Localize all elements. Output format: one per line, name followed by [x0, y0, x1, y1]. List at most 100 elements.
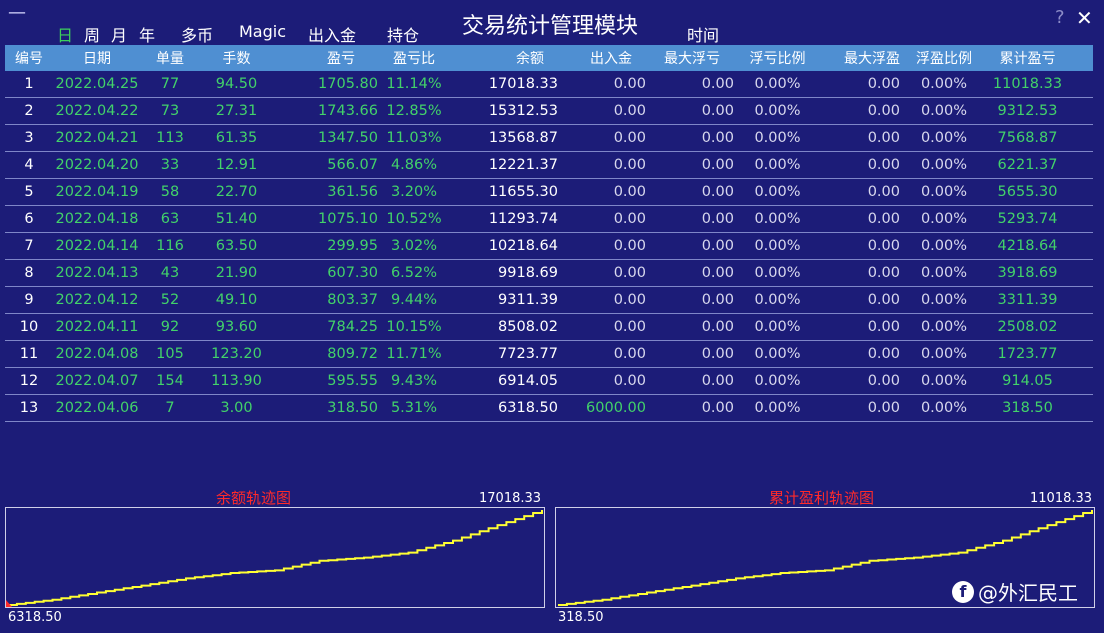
profit-chart — [555, 507, 1095, 608]
table-cell: 94.50 — [215, 76, 258, 92]
table-cell: 0.00 — [867, 76, 900, 92]
table-cell: 13 — [19, 400, 39, 416]
table-cell: 9.44% — [390, 292, 438, 308]
table-cell: 0.00% — [754, 265, 801, 281]
profit-chart-plot — [558, 510, 1093, 606]
table-cell: 0.00% — [754, 211, 801, 227]
column-header[interactable]: 最大浮亏 — [664, 51, 720, 67]
table-cell: 2022.04.20 — [55, 157, 139, 173]
column-header[interactable]: 累计盈亏 — [999, 51, 1056, 67]
table-cell: 0.00% — [754, 76, 801, 92]
balance-chart-min: 6318.50 — [8, 610, 62, 625]
tab-day[interactable]: 日 — [57, 26, 74, 45]
table-cell: 0.00 — [613, 346, 646, 362]
table-cell: 3918.69 — [997, 265, 1058, 281]
table-row[interactable]: 1 2022.04.25 77 94.50 1705.80 11.14% 17018.33 0… — [5, 71, 1093, 98]
tab-magic[interactable]: Magic — [239, 22, 287, 41]
table-cell: 11293.74 — [488, 211, 558, 227]
table-cell: 8508.02 — [498, 319, 558, 335]
table-cell: 43 — [160, 265, 180, 281]
table-row[interactable]: 9 2022.04.12 52 49.10 803.37 9.44% 9311.39 0.00… — [5, 287, 1093, 314]
table-row[interactable]: 10 2022.04.11 92 93.60 784.25 10.15% 8508.02 0.… — [5, 314, 1093, 341]
table-row[interactable]: 11 2022.04.08 105 123.20 809.72 11.71% 7723.77… — [5, 341, 1093, 368]
table-cell: 318.50 — [1002, 400, 1053, 416]
table-row[interactable]: 4 2022.04.20 33 12.91 566.07 4.86% 12221.37 0.0… — [5, 152, 1093, 179]
table-cell: 0.00 — [867, 184, 900, 200]
table-cell: 2022.04.11 — [55, 319, 139, 335]
tab-positions[interactable]: 持仓 — [387, 26, 420, 45]
table-cell: 0.00 — [867, 292, 900, 308]
table-cell: 0.00% — [754, 319, 801, 335]
tab-month[interactable]: 月 — [111, 26, 128, 45]
time-filter[interactable]: 时间 — [687, 26, 720, 45]
balance-chart — [5, 507, 545, 608]
table-row[interactable]: 12 2022.04.07 154 113.90 595.55 9.43% 6914.05 0… — [5, 368, 1093, 395]
table-row[interactable]: 2 2022.04.22 73 27.31 1743.66 12.85% 15312.53 0… — [5, 98, 1093, 125]
table-cell: 2022.04.18 — [55, 211, 139, 227]
table-cell: 0.00 — [701, 238, 734, 254]
table-row[interactable]: 5 2022.04.19 58 22.70 361.56 3.20% 11655.30 0.0… — [5, 179, 1093, 206]
table-cell: 6914.05 — [498, 373, 558, 389]
table-cell: 0.00% — [754, 400, 801, 416]
table-cell: 17018.33 — [488, 76, 558, 92]
help-icon[interactable]: ? — [1055, 7, 1065, 28]
column-header[interactable]: 手数 — [222, 51, 251, 67]
table-cell: 12 — [19, 373, 39, 389]
table-row[interactable]: 3 2022.04.21 113 61.35 1347.50 11.03% 13568.87… — [5, 125, 1093, 152]
close-icon[interactable]: ✕ — [1076, 6, 1093, 30]
table-row[interactable]: 7 2022.04.14 116 63.50 299.95 3.02% 10218.64 0.… — [5, 233, 1093, 260]
table-cell: 0.00 — [701, 157, 734, 173]
column-header[interactable]: 编号 — [15, 51, 43, 67]
table-row[interactable]: 13 2022.04.06 7 3.00 318.50 5.31% 6318.50 6000.… — [5, 395, 1093, 422]
table-cell: 299.95 — [327, 238, 378, 254]
table-cell: 2022.04.19 — [55, 184, 139, 200]
table-cell: 8 — [24, 265, 34, 281]
column-header[interactable]: 浮盈比例 — [916, 51, 972, 67]
tab-week[interactable]: 周 — [84, 26, 101, 45]
column-header[interactable]: 最大浮盈 — [844, 51, 900, 67]
table-cell: 61.35 — [215, 130, 258, 146]
tab-deposit-withdrawal[interactable]: 出入金 — [308, 26, 357, 45]
table-cell: 0.00% — [920, 238, 968, 254]
balance-chart-plot — [6, 510, 543, 607]
column-header[interactable]: 浮亏比例 — [749, 51, 806, 67]
table-cell: 7 — [24, 238, 34, 254]
minimize-button[interactable]: — — [8, 2, 26, 23]
table-cell: 0.00 — [701, 319, 734, 335]
table-row[interactable]: 8 2022.04.13 43 21.90 607.30 6.52% 9918.69 0.00… — [5, 260, 1093, 287]
tab-multi-currency[interactable]: 多币 — [181, 26, 214, 45]
tab-year[interactable]: 年 — [139, 26, 156, 45]
table-cell: 2022.04.12 — [55, 292, 139, 308]
column-header[interactable]: 余额 — [516, 51, 544, 67]
table-cell: 0.00% — [920, 157, 968, 173]
column-header[interactable]: 盈亏比 — [393, 51, 435, 67]
table-cell: 0.00 — [613, 373, 646, 389]
table-cell: 914.05 — [1002, 373, 1053, 389]
table-cell: 58 — [160, 184, 180, 200]
table-cell: 0.00% — [920, 265, 968, 281]
table-cell: 1705.80 — [318, 76, 378, 92]
table-cell: 12221.37 — [488, 157, 558, 173]
table-cell: 0.00% — [920, 130, 968, 146]
table-cell: 63 — [160, 211, 180, 227]
table-cell: 5 — [24, 184, 34, 200]
table-cell: 0.00 — [613, 265, 646, 281]
table-cell: 0.00% — [754, 238, 801, 254]
table-row[interactable]: 6 2022.04.18 63 51.40 1075.10 10.52% 11293.74 0… — [5, 206, 1093, 233]
weibo-icon: f — [952, 580, 974, 603]
column-header[interactable]: 单量 — [156, 51, 184, 67]
table-cell: 318.50 — [327, 400, 378, 416]
table-cell: 0.00 — [701, 265, 734, 281]
table-cell: 0.00 — [867, 103, 900, 119]
column-header[interactable]: 日期 — [83, 51, 111, 67]
table-cell: 113 — [156, 130, 184, 146]
table-cell: 7568.87 — [997, 130, 1058, 146]
column-header[interactable]: 出入金 — [590, 51, 632, 67]
table-cell: 0.00% — [754, 184, 801, 200]
table-cell: 803.37 — [327, 292, 378, 308]
table-cell: 3.02% — [390, 238, 438, 254]
column-header[interactable]: 盈亏 — [327, 51, 355, 67]
table-cell: 113.90 — [211, 373, 262, 389]
table-cell: 0.00 — [613, 76, 646, 92]
table-cell: 0.00 — [701, 292, 734, 308]
